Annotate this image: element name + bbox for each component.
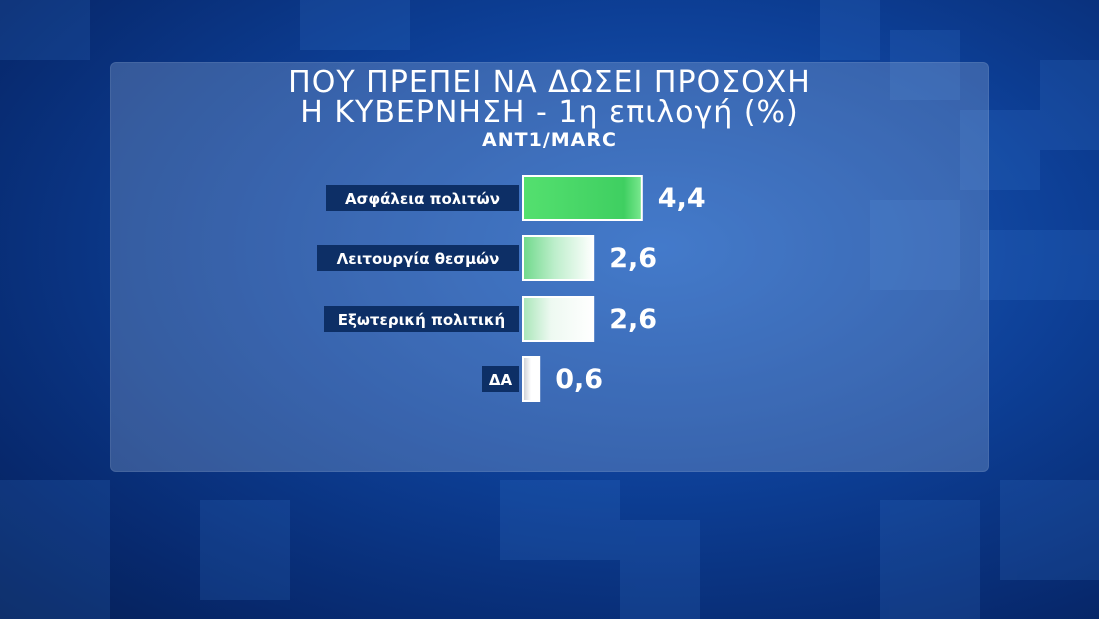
value-label: 2,6 <box>609 304 657 335</box>
category-label: ΔΑ <box>489 371 513 389</box>
value-label: 2,6 <box>609 243 657 274</box>
category-label-box <box>482 366 519 392</box>
category-label-box <box>324 306 519 332</box>
value-label: 0,6 <box>555 364 603 395</box>
bar <box>522 235 595 281</box>
category-label-box <box>317 245 519 271</box>
category-label: Ασφάλεια πολιτών <box>345 190 500 208</box>
bar <box>522 356 541 402</box>
category-label-box <box>326 185 519 211</box>
bar <box>522 175 643 221</box>
value-label: 4,4 <box>658 183 706 214</box>
bar <box>522 296 595 342</box>
chart-source: ANT1/MARC <box>482 129 617 151</box>
chart-title-line2: Η ΚΥΒΕΡΝΗΣΗ - 1η επιλογή (%) <box>300 95 799 130</box>
chart-title-line1: ΠΟΥ ΠΡΕΠΕΙ ΝΑ ΔΩΣΕΙ ΠΡΟΣΟΧΗ <box>288 65 811 100</box>
category-label: Εξωτερική πολιτική <box>338 311 505 329</box>
category-label: Λειτουργία θεσμών <box>337 250 500 268</box>
